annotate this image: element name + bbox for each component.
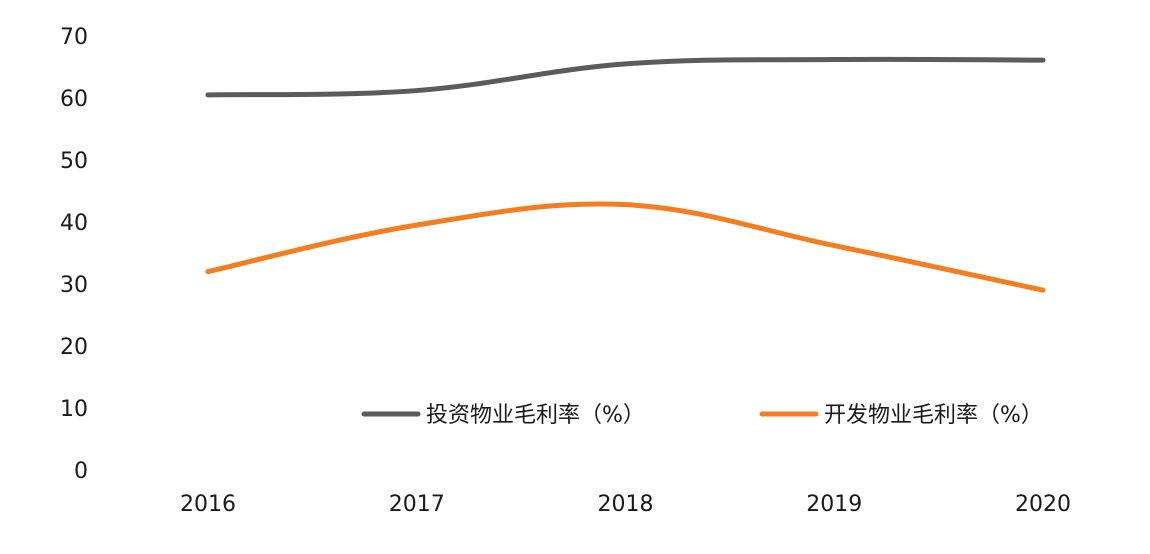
y-tick-label: 40 [60, 211, 88, 236]
y-tick-label: 0 [74, 459, 88, 484]
series-layer [205, 56, 1046, 293]
y-tick-label: 10 [60, 397, 88, 422]
series-line-2 [205, 201, 1046, 293]
legend-label-1: 投资物业毛利率（%） [426, 403, 645, 428]
x-tick-label: 2017 [389, 492, 445, 517]
legend-label-2: 开发物业毛利率（%） [824, 403, 1043, 428]
y-tick-label: 30 [60, 273, 88, 298]
y-tick-label: 60 [60, 87, 88, 112]
x-tick-label: 2016 [180, 492, 236, 517]
y-tick-label: 20 [60, 335, 88, 360]
x-tick-label: 2019 [806, 492, 862, 517]
x-axis: 2016 2017 2018 2019 2020 [180, 492, 1071, 517]
series-line-1 [205, 56, 1046, 98]
x-tick-label: 2018 [598, 492, 654, 517]
y-tick-label: 70 [60, 25, 88, 50]
legend: 投资物业毛利率（%） 开发物业毛利率（%） [361, 403, 1043, 428]
y-axis: 0 10 20 30 40 50 60 70 [60, 25, 88, 484]
x-tick-label: 2020 [1015, 492, 1071, 517]
y-tick-label: 50 [60, 149, 88, 174]
